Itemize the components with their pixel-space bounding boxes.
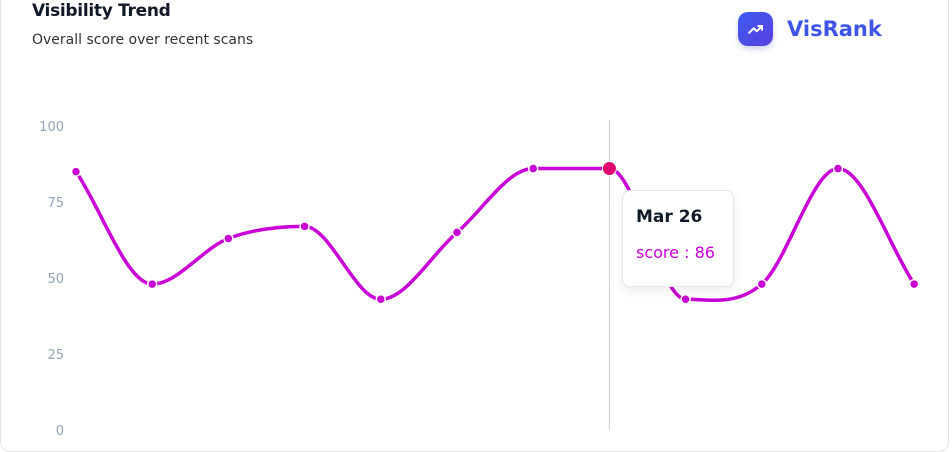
data-point[interactable] [375,294,387,305]
y-axis: 0 25 50 75 100 [39,120,64,437]
data-point[interactable] [146,278,158,290]
data-point[interactable] [299,221,310,232]
series-line-score [74,166,916,302]
data-point[interactable] [680,294,691,305]
brand-logo: VisRank [738,12,882,46]
data-point[interactable] [832,163,844,174]
active-data-point[interactable] [601,161,617,177]
y-tick-label: 25 [47,348,64,363]
trending-up-icon [738,12,773,46]
chart-title: Visibility Trend [32,1,171,21]
y-tick-label: 75 [47,196,64,211]
y-tick-label: 100 [39,120,64,135]
data-point[interactable] [527,163,539,174]
data-point[interactable] [756,278,768,290]
data-point[interactable] [908,278,920,290]
brand-name: VisRank [787,17,882,41]
data-point[interactable] [451,227,463,238]
line-chart[interactable]: 0 25 50 75 100 [0,0,952,437]
chart-subtitle: Overall score over recent scans [32,32,254,48]
chart-tooltip: Mar 26 score : 86 [622,190,734,287]
data-points [70,161,920,305]
y-tick-label: 0 [56,424,64,437]
tooltip-label: Mar 26 [636,207,703,227]
tooltip-value: score : 86 [636,243,715,262]
y-tick-label: 50 [47,272,64,287]
data-point[interactable] [70,166,82,177]
data-point[interactable] [223,233,234,244]
